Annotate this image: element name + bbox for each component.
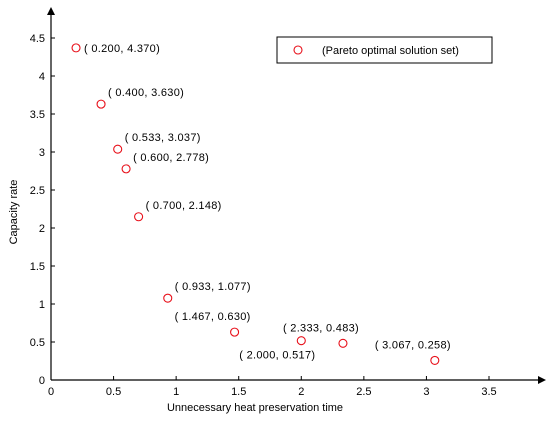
x-tick-label: 3: [423, 386, 429, 398]
legend: (Pareto optimal solution set): [276, 36, 493, 64]
x-tick-label: 0: [48, 386, 54, 398]
x-tick-label: 0.5: [106, 386, 121, 398]
data-label: ( 3.067, 0.258): [375, 339, 451, 351]
legend-entry: (Pareto optimal solution set): [322, 45, 459, 57]
data-label: ( 0.600, 2.778): [133, 152, 209, 164]
x-tick-label: 3.5: [481, 386, 496, 398]
data-point: [113, 144, 123, 154]
y-tick-label: 3.5: [30, 109, 45, 121]
x-axis-arrow: [538, 376, 546, 384]
legend-marker: [293, 45, 303, 55]
y-axis-title: Capacity rate: [8, 180, 20, 245]
data-label: ( 0.400, 3.630): [108, 87, 184, 99]
x-tick-label: 1: [173, 386, 179, 398]
y-axis-arrow: [47, 7, 55, 15]
data-label: ( 0.700, 2.148): [146, 200, 222, 212]
axes: [47, 7, 546, 384]
data-label: ( 1.467, 0.630): [175, 311, 251, 323]
data-label: ( 0.533, 3.037): [125, 132, 201, 144]
data-point: [296, 336, 306, 346]
data-point: [163, 293, 173, 303]
data-points: [71, 43, 440, 365]
data-label: ( 2.333, 0.483): [283, 322, 359, 334]
y-tick-label: 1: [39, 299, 45, 311]
y-tick-label: 3: [39, 147, 45, 159]
data-point: [134, 212, 144, 222]
y-tick-label: 1.5: [30, 261, 45, 273]
data-point: [230, 327, 240, 337]
y-tick-label: 0.5: [30, 337, 45, 349]
y-tick-label: 4.5: [30, 33, 45, 45]
x-tick-label: 2.5: [356, 386, 371, 398]
legend-box: [276, 36, 493, 64]
data-point: [71, 43, 81, 53]
data-label: ( 0.933, 1.077): [175, 281, 251, 293]
data-point: [96, 99, 106, 109]
x-tick-label: 1.5: [231, 386, 246, 398]
x-tick-label: 2: [298, 386, 304, 398]
data-point: [338, 338, 348, 348]
y-tick-label: 2: [39, 223, 45, 235]
y-tick-label: 0: [39, 375, 45, 387]
data-label: ( 2.000, 0.517): [239, 350, 315, 362]
y-tick-label: 2.5: [30, 185, 45, 197]
tick-marks: 0 0.5 1 1.5 2 2.5 3 3.5 0 0.5 1 1.5 2 2.5 3 3.5 4 4.5: [30, 33, 497, 398]
y-tick-label: 4: [39, 71, 45, 83]
data-point: [121, 164, 131, 174]
data-point: [430, 355, 440, 365]
x-axis-title: Unnecessary heat preservation time: [167, 402, 343, 414]
data-labels: ( 0.200, 4.370) ( 0.400, 3.630) ( 0.533, 3…: [84, 43, 451, 362]
data-label: ( 0.200, 4.370): [84, 43, 160, 55]
